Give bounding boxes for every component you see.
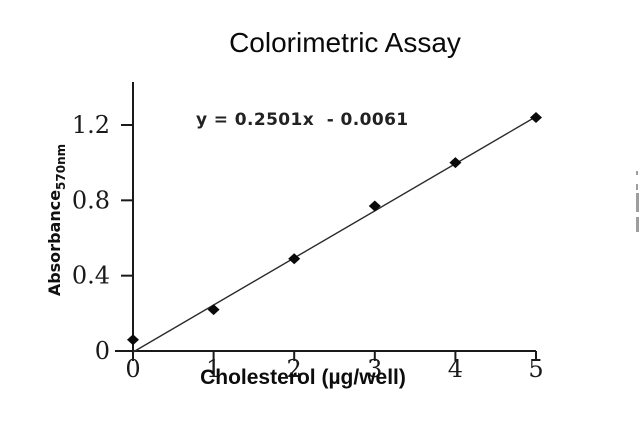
x-tick-label: 2 [287,355,302,383]
data-point-marker [530,111,542,123]
y-tick-label: 0.4 [72,262,110,290]
x-tick-label: 3 [367,355,382,383]
chart-title: Colorimetric Assay [229,27,461,58]
x-axis-title: Cholesterol (µg/well) [200,366,406,389]
x-tick-label: 5 [528,355,543,383]
data-point-marker [368,200,381,212]
data-point-marker [127,334,139,346]
x-tick-label: 1 [206,355,221,383]
edge-artifact-segment [636,217,639,232]
data-point-marker [288,253,301,265]
x-tick-label: 4 [448,355,463,383]
edge-artifact-segment [636,171,638,175]
edge-artifact-segment [636,193,639,212]
trendline-equation-label: y = 0.2501x - 0.0061 [196,110,409,130]
data-point-marker [207,304,220,316]
edge-artifact-segment [636,184,638,190]
y-tick-label: 0 [95,337,110,365]
data-point-marker [449,157,462,169]
y-tick-label: 1.2 [72,111,110,139]
x-tick-label: 0 [125,355,140,383]
y-tick-label: 0.8 [72,186,110,214]
trendline [132,116,537,353]
